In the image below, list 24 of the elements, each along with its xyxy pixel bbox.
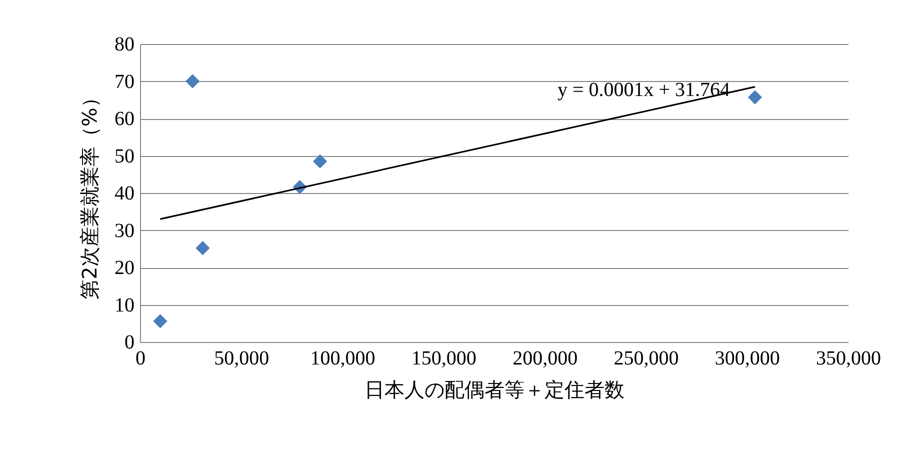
y-tick-label: 50 [114, 145, 134, 168]
x-tick-label: 200,000 [512, 348, 578, 370]
point [153, 314, 168, 328]
x-tick-label: 150,000 [411, 348, 476, 370]
y-tick-label: 30 [114, 220, 134, 242]
x-tick-label: 300,000 [714, 348, 780, 370]
annotation: y = 0.0001x + 31.764 [557, 79, 730, 101]
y-axis-title: 第2次産業就業率（%） [78, 88, 102, 300]
y-tick-label: 0 [124, 332, 134, 354]
point [196, 241, 210, 256]
point [748, 90, 762, 104]
y-tick-label: 80 [114, 34, 134, 56]
x-tick-label: 250,000 [614, 348, 679, 370]
x-tick-label: 100,000 [310, 348, 376, 370]
y-tick-label: 60 [114, 108, 134, 130]
point [186, 74, 200, 88]
y-tick-label: 20 [114, 257, 134, 279]
point [312, 154, 328, 168]
x-tick-label: 350,000 [816, 348, 881, 370]
x-tick-label: 50,000 [214, 348, 270, 370]
x-axis-title: 日本人の配偶者等＋定住者数 [364, 378, 624, 402]
y-tick-label: 70 [114, 70, 134, 93]
y-tick-label: 10 [114, 294, 134, 316]
y-tick-label: 40 [114, 182, 134, 204]
